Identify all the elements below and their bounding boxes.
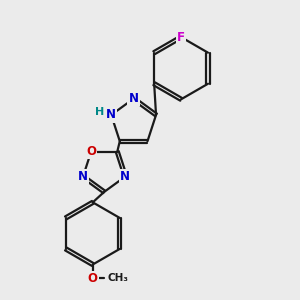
Text: F: F [177,31,185,44]
Text: N: N [106,108,116,122]
Text: O: O [88,272,98,285]
Text: N: N [78,170,88,183]
Text: H: H [95,107,104,117]
Text: CH₃: CH₃ [107,273,128,283]
Text: O: O [86,145,96,158]
Text: N: N [129,92,139,105]
Text: N: N [120,170,130,183]
